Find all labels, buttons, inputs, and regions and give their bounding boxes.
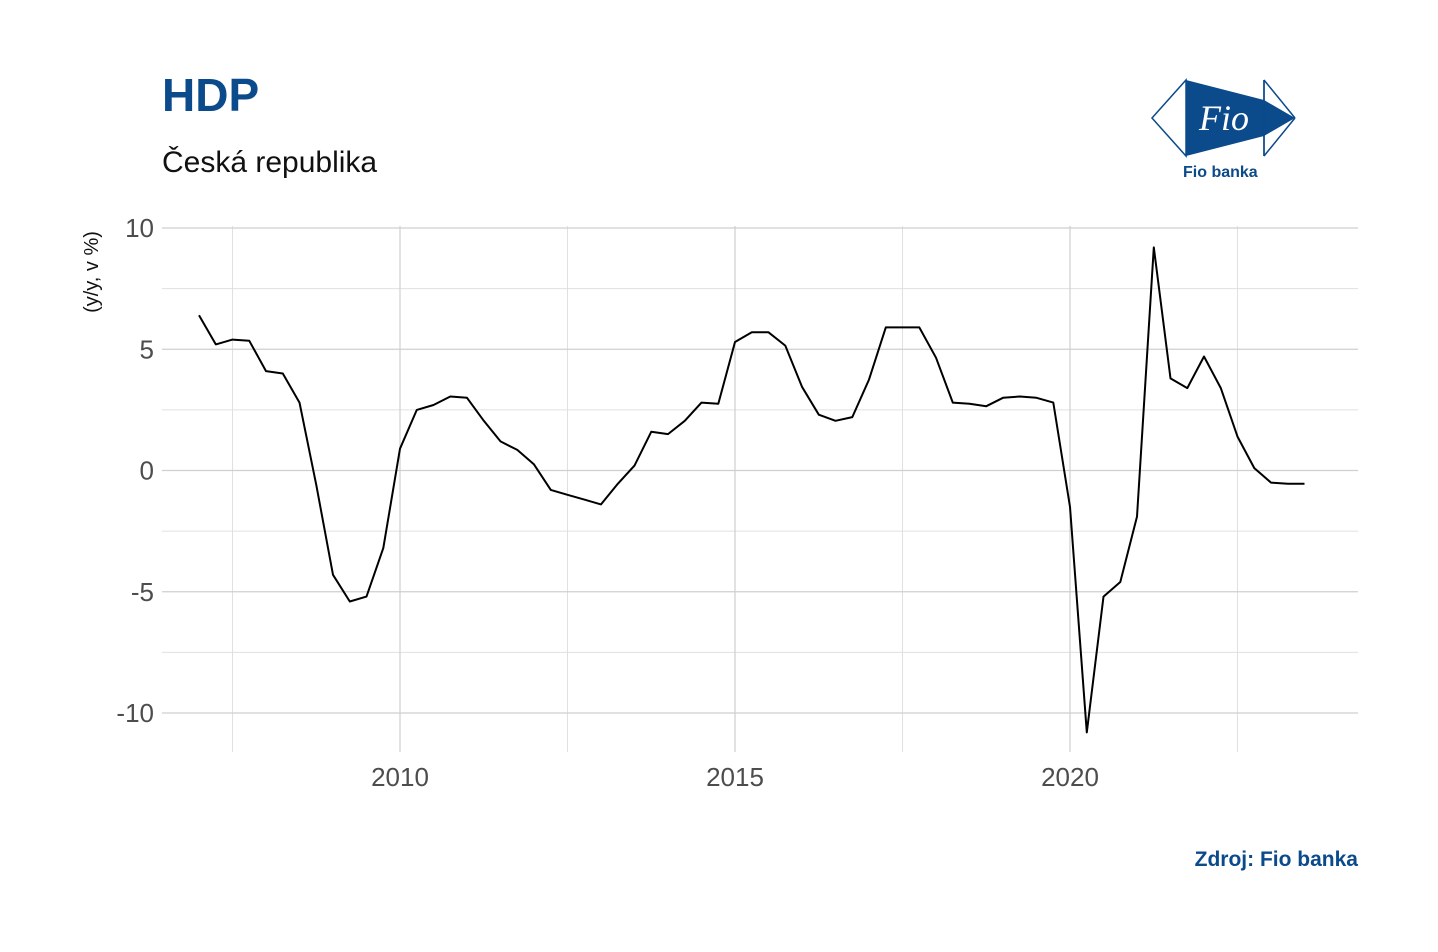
y-tick-label: -5	[131, 577, 154, 607]
grid-minor	[162, 226, 1358, 752]
chart-subtitle: Česká republika	[162, 146, 378, 179]
x-tick-label: 2020	[1041, 762, 1099, 792]
y-axis-label: (y/y, v %)	[81, 231, 103, 313]
logo-mark-text: Fio	[1198, 98, 1249, 138]
chart-title: HDP	[162, 69, 260, 121]
y-tick-label: 10	[125, 213, 154, 243]
y-axis-ticks: 10 5 0 -5 -10	[116, 213, 154, 728]
series-line	[198, 246, 1305, 734]
y-tick-label: -10	[116, 698, 154, 728]
x-tick-label: 2010	[371, 762, 429, 792]
logo-name: Fio banka	[1183, 164, 1258, 181]
logo-blue-flag	[1186, 80, 1295, 156]
y-tick-label: 0	[140, 456, 154, 486]
grid-major	[162, 226, 1358, 752]
x-tick-label: 2015	[706, 762, 764, 792]
fio-logo-icon: Fio	[1150, 78, 1296, 158]
y-tick-label: 5	[140, 334, 154, 364]
x-axis-ticks: 2010 2015 2020	[371, 762, 1099, 792]
source-note: Zdroj: Fio banka	[1194, 848, 1358, 871]
